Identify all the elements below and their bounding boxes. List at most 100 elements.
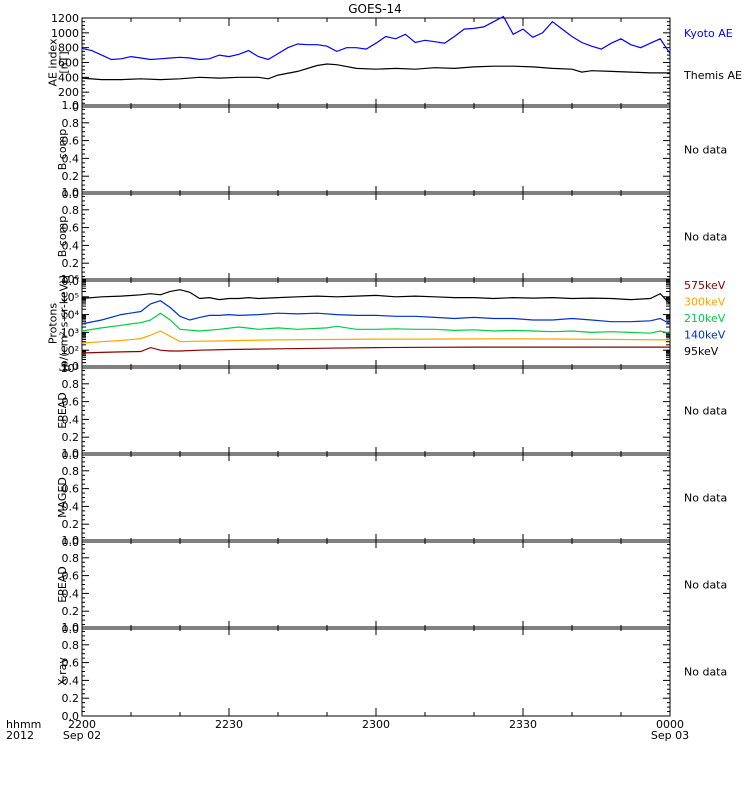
protons-ytick-label: 10⁴ <box>61 309 80 322</box>
x-ray-frame <box>81 626 671 717</box>
ae-index-series-kyoto-ae <box>81 15 671 61</box>
epead-2-ytick-label: 0.6 <box>62 570 80 583</box>
legend-300keV: 300keV <box>684 296 726 309</box>
maged-ytick-label: 0.4 <box>62 500 80 513</box>
time-tick-date-label: Sep 03 <box>651 729 689 742</box>
maged-no-data-label: No data <box>684 492 727 505</box>
b-comp-2-ytick-label: 0.4 <box>62 239 80 252</box>
b-comp-2-no-data-label: No data <box>684 231 727 244</box>
epead-2-ytick-label: 0.8 <box>62 552 80 565</box>
x-ray-no-data-label: No data <box>684 666 727 679</box>
protons-ytick-label: 10² <box>61 344 79 357</box>
protons-ytick-label: 10⁵ <box>61 291 79 304</box>
epead-1-ytick-label: 0.4 <box>62 413 80 426</box>
time-axis-left-label: hhmm <box>6 718 41 731</box>
b-comp-1-frame <box>81 104 671 195</box>
epead-2-ytick-label: 0.0 <box>62 623 80 636</box>
ae-index-frame <box>81 17 671 108</box>
legend-210keV: 210keV <box>684 312 726 325</box>
protons-series-140kev <box>81 300 671 325</box>
x-ray-ytick-label: 0.6 <box>62 657 80 670</box>
legend-kyoto-ae: Kyoto AE <box>684 27 733 40</box>
time-axis-left-label: 2012 <box>6 729 34 742</box>
time-tick-label: 0000 <box>656 718 684 731</box>
ae-index-ylabel: [nT] <box>58 51 71 73</box>
epead-2-ytick-label: 0.4 <box>62 587 80 600</box>
x-ray-ytick-label: 0.2 <box>62 692 80 705</box>
protons-frame <box>81 278 671 369</box>
maged-ytick-label: 0.8 <box>62 465 80 478</box>
epead-1-ytick-label: 0.0 <box>62 449 80 462</box>
b-comp-1-ytick-label: 1.0 <box>62 99 80 112</box>
protons-ylabel: [p/(cm²-s-sr-keV)] <box>58 275 71 372</box>
epead-1-no-data-label: No data <box>684 405 727 418</box>
maged-frame <box>81 452 671 543</box>
time-tick-label: 2200 <box>68 718 96 731</box>
ae-index-ylabel: AE index <box>47 38 60 87</box>
ae-index-ytick-label: 600 <box>58 57 79 70</box>
maged-ytick-label: 0.6 <box>62 483 80 496</box>
time-tick-label: 2230 <box>215 718 243 731</box>
protons-ylabel: Protons <box>47 303 60 344</box>
b-comp-1-ytick-label: 0.0 <box>62 188 80 201</box>
time-tick-label: 2330 <box>509 718 537 731</box>
epead-1-ytick-label: 0.8 <box>62 378 80 391</box>
epead-1-ytick-label: 1.0 <box>62 360 80 373</box>
panel-maged: 0.0 0.2 0.4 0.6 0.8 1.0 MAGED No data <box>56 447 727 549</box>
ae-index-series-themis-ae <box>81 63 670 81</box>
protons-ytick-label: 10³ <box>61 326 79 339</box>
b-comp-1-ylabel: B comp <box>56 129 69 171</box>
epead-2-ytick-label: 1.0 <box>62 534 80 547</box>
ae-index-ytick-label: 1200 <box>51 12 79 25</box>
time-tick-date-label: Sep 02 <box>63 729 101 742</box>
epead-1-frame <box>81 365 671 456</box>
legend-themis-ae: Themis AE <box>683 69 742 82</box>
ae-index-ytick-label: 400 <box>58 71 79 84</box>
b-comp-2-ytick-label: 1.0 <box>62 186 80 199</box>
panel-protons: 10¹ 10² 10³ 10⁴ 10⁵ 10⁶ Protons[p/(cm²-s-sr-ke… <box>47 273 726 375</box>
x-ray-ytick-label: 0.0 <box>62 710 80 723</box>
maged-ylabel: MAGED <box>56 477 69 518</box>
x-ray-ytick-label: 0.8 <box>62 639 80 652</box>
b-comp-2-ytick-label: 0.6 <box>62 222 80 235</box>
x-ray-ylabel: X-ray <box>56 657 69 686</box>
b-comp-1-ytick-label: 0.6 <box>62 135 80 148</box>
legend-95keV: 95keV <box>684 345 719 358</box>
protons-series-300kev <box>81 330 671 344</box>
legend-140keV: 140keV <box>684 329 726 342</box>
protons-series-575kev <box>81 346 670 354</box>
legend-575keV: 575keV <box>684 279 726 292</box>
epead-1-ytick-label: 0.6 <box>62 396 80 409</box>
ae-index-ytick-label: 0 <box>72 101 79 114</box>
protons-ytick-label: 10¹ <box>61 362 79 375</box>
time-tick-label: 2300 <box>362 718 390 731</box>
epead-2-ylabel: EPEAD <box>56 566 69 603</box>
epead-2-no-data-label: No data <box>684 579 727 592</box>
b-comp-2-ytick-label: 0.2 <box>62 257 80 270</box>
b-comp-2-frame <box>81 191 671 282</box>
panel-epead-2: 0.0 0.2 0.4 0.6 0.8 1.0 EPEAD No data <box>56 534 727 636</box>
plot-title: GOES-14 <box>348 2 402 16</box>
b-comp-1-ytick-label: 0.2 <box>62 170 80 183</box>
protons-series-210kev <box>81 312 671 334</box>
panel-b-comp-1: 0.0 0.2 0.4 0.6 0.8 1.0 B comp No data <box>56 99 727 201</box>
ae-index-ytick-label: 200 <box>58 86 79 99</box>
b-comp-1-ytick-label: 0.4 <box>62 152 80 165</box>
panel-b-comp-2: 0.0 0.2 0.4 0.6 0.8 1.0 B comp No data <box>56 186 727 288</box>
b-comp-1-ytick-label: 0.8 <box>62 117 80 130</box>
ae-index-ytick-label: 1000 <box>51 27 79 40</box>
ae-index-ytick-label: 800 <box>58 42 79 55</box>
x-ray-ytick-label: 0.4 <box>62 674 80 687</box>
protons-ytick-label: 10⁶ <box>61 273 80 286</box>
maged-ytick-label: 0.0 <box>62 536 80 549</box>
panel-epead-1: 0.0 0.2 0.4 0.6 0.8 1.0 EPEAD No data <box>56 360 727 462</box>
epead-1-ylabel: EPEAD <box>56 392 69 429</box>
epead-2-ytick-label: 0.2 <box>62 605 80 618</box>
b-comp-1-no-data-label: No data <box>684 144 727 157</box>
x-ray-ytick-label: 1.0 <box>62 621 80 634</box>
maged-ytick-label: 0.2 <box>62 518 80 531</box>
